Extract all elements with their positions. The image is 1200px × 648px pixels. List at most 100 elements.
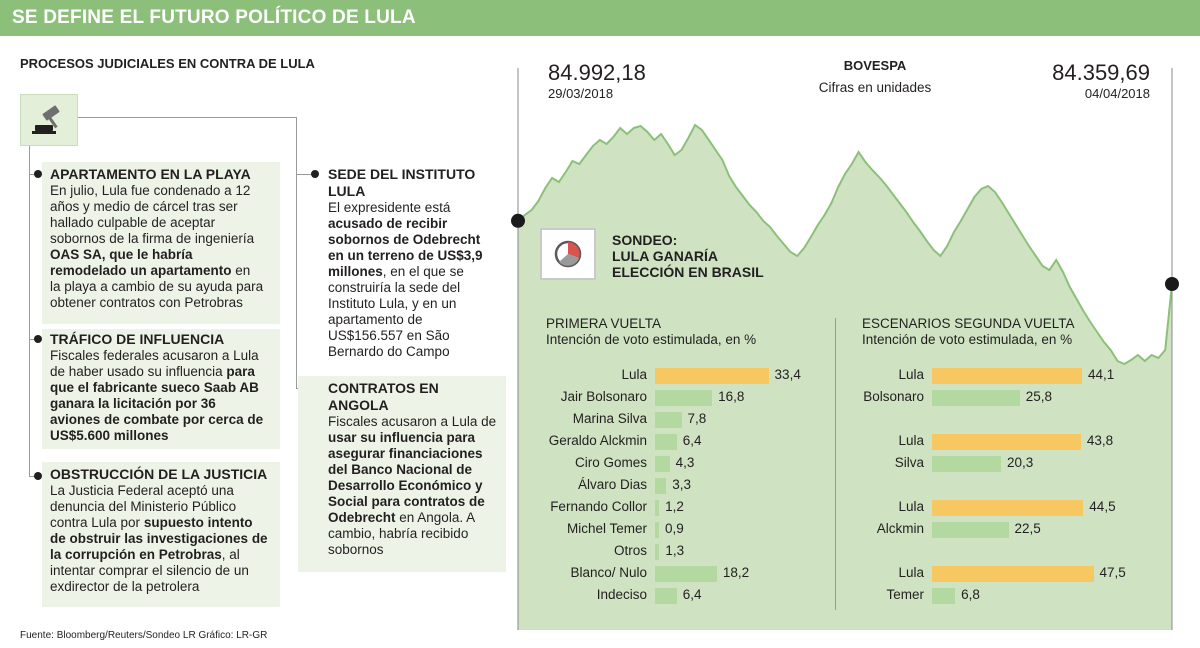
- card-line: sobornos de Odebrecht: [328, 232, 508, 248]
- bovespa-start-date: 29/03/2018: [548, 86, 614, 101]
- card-text: sobornos de Odebrecht: [328, 232, 481, 247]
- bar: [655, 478, 667, 494]
- bar: [655, 500, 660, 516]
- card-text: acusado de recibir: [328, 216, 448, 231]
- card-apartamento: [42, 162, 280, 324]
- card-line: Bernardo do Campo: [328, 344, 508, 360]
- card-line: sobornos: [328, 542, 506, 558]
- card-text: La Justicia Federal aceptó una: [50, 483, 234, 498]
- card-heading: SEDE DEL INSTITUTO LULA: [328, 166, 508, 200]
- bar-label: Lula: [621, 367, 647, 382]
- card-text: en Angola. A: [395, 510, 476, 525]
- card-line: sobornos de la firma de ingeniería: [50, 231, 280, 247]
- card-text: años y medio de cárcel tras ser: [50, 199, 238, 214]
- card-line: millones, en el que se: [328, 264, 508, 280]
- card-body: Fiscales acusaron a Lula de usar su influ…: [328, 414, 506, 558]
- bar-value: 6,4: [682, 587, 702, 602]
- segunda-vuelta-title: ESCENARIOS SEGUNDA VUELTA: [862, 316, 1075, 331]
- bar-label: Bolsonaro: [863, 389, 924, 404]
- bar-value: 4,3: [675, 455, 695, 470]
- bovespa-subtitle: Cifras en unidades: [818, 80, 932, 95]
- bar-label: Fernando Collor: [550, 499, 647, 514]
- card-line: cambio, habría recibido: [328, 526, 506, 542]
- card-line: la playa a cambio de su ayuda para: [50, 279, 280, 295]
- bar-value: 3,3: [672, 477, 691, 492]
- card-line: obtener contratos con Petrobras: [50, 295, 280, 311]
- bar: [932, 456, 1002, 472]
- card-line: remodelado un apartamento en: [50, 263, 280, 279]
- sondeo-title-line: ELECCIÓN EN BRASIL: [612, 264, 764, 280]
- bovespa-title: BOVESPA: [843, 58, 907, 73]
- bar-value: 1,3: [665, 543, 685, 558]
- bar-value: 44,5: [1089, 499, 1116, 514]
- bar-value: 6,4: [682, 433, 702, 448]
- card-text: contra Lula por: [50, 515, 144, 530]
- card-text: exdirector de la petrolera: [50, 579, 200, 594]
- card-heading-line: ANGOLA: [328, 397, 389, 413]
- bar: [655, 588, 677, 604]
- card-text: sobornos de la firma de ingeniería: [50, 231, 255, 246]
- card-body: El expresidente está acusado de recibir so…: [328, 200, 508, 360]
- bar: [655, 456, 670, 472]
- bar-label: Indeciso: [596, 587, 647, 602]
- connector-line: [29, 174, 37, 175]
- card-text: Desarrollo Económico y: [328, 478, 483, 493]
- card-sede-text: SEDE DEL INSTITUTO LULA El expresidente …: [328, 166, 508, 360]
- card-text: de haber usado su influencia: [50, 364, 227, 379]
- card-text: Fiscales federales acusaron a Lula: [50, 348, 259, 363]
- card-text: la corrupción en Petrobras: [50, 547, 222, 562]
- card-obstruccion-text: OBSTRUCCIÓN DE LA JUSTICIA La Justicia F…: [50, 466, 280, 595]
- primera-vuelta-title: PRIMERA VUELTA: [546, 316, 662, 331]
- bar: [932, 434, 1081, 450]
- bar-label: Silva: [894, 455, 924, 470]
- sondeo-title-line: LULA GANARÍA: [612, 248, 719, 264]
- bar: [932, 368, 1082, 384]
- bar-value: 20,3: [1007, 455, 1034, 470]
- card-text: usar su influencia para: [328, 430, 476, 445]
- bar-label: Lula: [898, 565, 924, 580]
- card-line: años y medio de cárcel tras ser: [50, 199, 280, 215]
- bar-label: Lula: [898, 367, 924, 382]
- card-text: supuesto intento: [143, 515, 253, 530]
- bar-value: 0,9: [665, 521, 684, 536]
- card-text: construiría la sede del: [328, 280, 461, 295]
- bar-label: Ciro Gomes: [574, 455, 647, 470]
- card-text: , en el que se: [382, 264, 464, 279]
- card-heading: CONTRATOS EN ANGOLA: [328, 380, 506, 414]
- connector-line: [296, 174, 312, 175]
- bar: [655, 368, 769, 384]
- card-line: US$5.600 millones: [50, 428, 280, 444]
- card-heading: OBSTRUCCIÓN DE LA JUSTICIA: [50, 466, 268, 482]
- bar-value: 18,2: [722, 565, 750, 580]
- card-text: aviones de combate por cerca de: [50, 412, 264, 427]
- card-text: US$156.557 en São: [328, 328, 450, 343]
- card-text: remodelado un apartamento: [50, 263, 232, 278]
- card-line: US$156.557 en São: [328, 328, 508, 344]
- card-line: aviones de combate por cerca de: [50, 412, 280, 428]
- footer-source: Fuente: Bloomberg/Reuters/Sondeo LR Gráf…: [20, 630, 268, 641]
- bar-value: 25,8: [1025, 389, 1052, 404]
- card-line: la corrupción en Petrobras, al: [50, 547, 280, 563]
- bovespa-line: [517, 123, 1173, 366]
- card-line: Odebrecht en Angola. A: [328, 510, 506, 526]
- bar-value: 16,8: [718, 389, 745, 404]
- card-line: contra Lula por supuesto intento: [50, 515, 280, 531]
- sondeo-title: SONDEO: LULA GANARÍA ELECCIÓN EN BRASIL: [612, 232, 764, 280]
- card-line: Fiscales federales acusaron a Lula: [50, 348, 280, 364]
- card-body: En julio, Lula fue condenado a 12 años y …: [50, 183, 280, 311]
- card-text: del Banco Nacional de: [328, 462, 473, 477]
- bar: [932, 588, 956, 604]
- card-trafico: [42, 329, 280, 449]
- card-line: Social para contratos de: [328, 494, 506, 510]
- bar-value: 33,4: [774, 367, 801, 382]
- card-heading-line: LULA: [328, 183, 366, 199]
- card-text: ganara la licitación por 36: [50, 396, 216, 411]
- card-text: Instituto Lula, y en un: [328, 296, 457, 311]
- bar-value: 47,5: [1099, 565, 1126, 580]
- bar-label: Geraldo Alckmin: [548, 433, 647, 448]
- pie-chart-icon: [540, 228, 596, 280]
- connector-line: [296, 117, 297, 389]
- card-text: millones: [328, 264, 383, 279]
- card-text: obtener contratos con Petrobras: [50, 295, 243, 310]
- connector-line: [78, 117, 296, 118]
